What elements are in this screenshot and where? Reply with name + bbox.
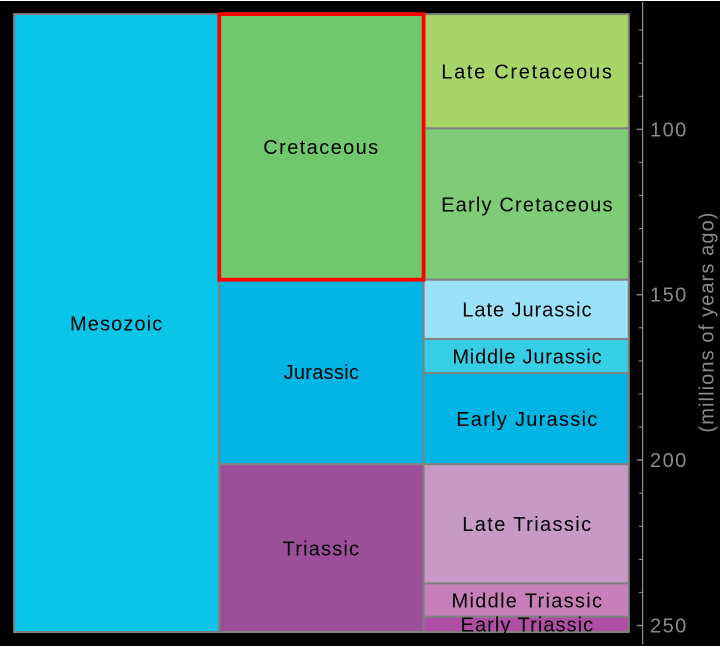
svg-text:Early Triassic: Early Triassic [461,615,595,637]
svg-text:(millions of years ago): (millions of years ago) [696,211,718,432]
svg-text:Mesozoic: Mesozoic [70,313,163,335]
svg-text:Cretaceous: Cretaceous [263,137,379,159]
svg-text:250: 250 [650,616,688,638]
svg-text:Early Jurassic: Early Jurassic [456,409,598,431]
svg-text:200: 200 [650,450,688,472]
svg-text:Middle Triassic: Middle Triassic [452,590,604,612]
svg-text:Late Jurassic: Late Jurassic [462,300,592,322]
svg-text:Triassic: Triassic [283,538,361,560]
svg-text:Jurassic: Jurassic [284,362,360,384]
svg-text:Middle Jurassic: Middle Jurassic [452,346,602,368]
svg-text:Late Cretaceous: Late Cretaceous [441,61,613,83]
svg-text:150: 150 [650,285,688,307]
svg-text:Early Cretaceous: Early Cretaceous [441,194,614,216]
svg-text:Late Triassic: Late Triassic [462,514,592,536]
svg-text:100: 100 [650,119,688,141]
